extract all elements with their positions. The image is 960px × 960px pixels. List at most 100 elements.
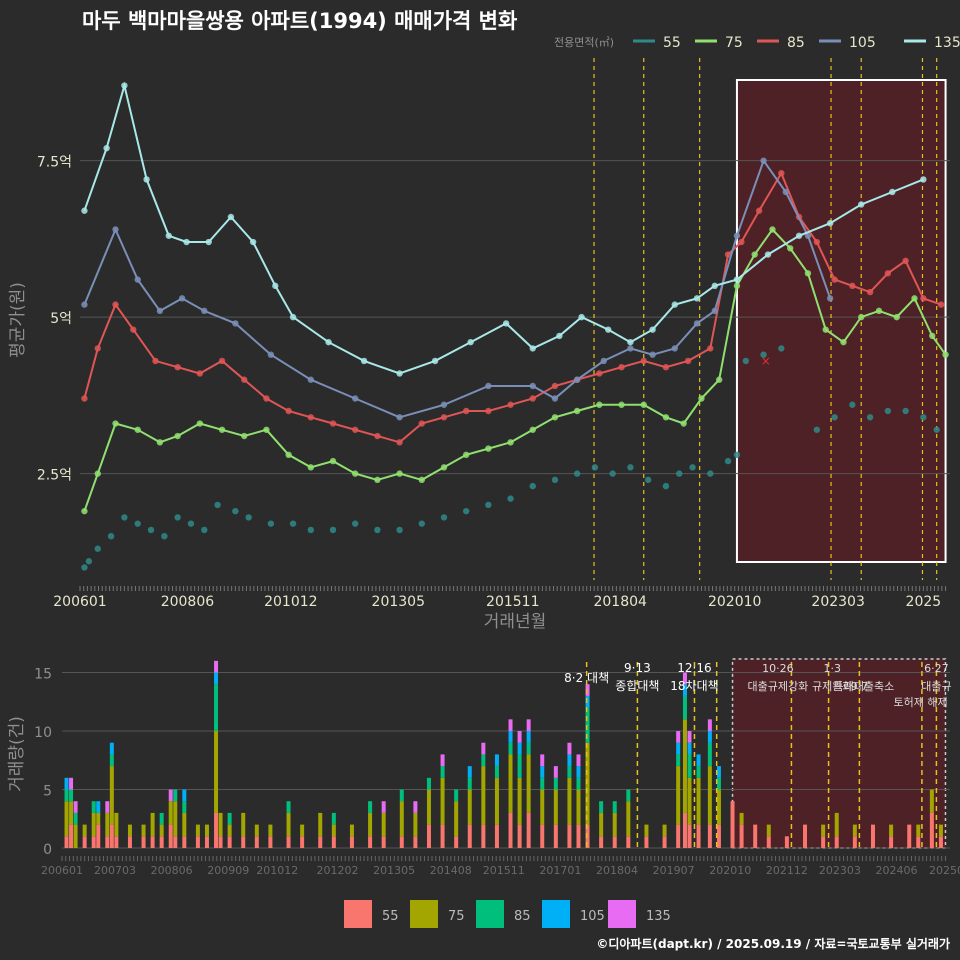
price-point-55: [396, 526, 403, 534]
legend-label-135: 135: [934, 35, 960, 51]
volume-bar-85: [399, 789, 404, 802]
x-tick-label: 2025: [906, 594, 942, 610]
volume-bar-75: [494, 777, 499, 825]
x-tick-label: 202509: [929, 864, 960, 877]
legend-title: 전용면적(㎡): [554, 36, 614, 49]
policy-annotation-date: 10·26: [762, 662, 794, 675]
volume-bar-85: [576, 777, 581, 790]
x-tick-label: 202303: [819, 864, 861, 877]
price-point-55: [485, 501, 492, 509]
volume-bar-75: [413, 812, 418, 837]
volume-panel: 0 5 10 15 200601 200703 200806 200909 201012 2012…: [7, 658, 960, 877]
price-point-55: [267, 520, 275, 527]
volume-bar-75: [599, 812, 604, 837]
volume-bar-75: [399, 801, 404, 837]
volume-bar-105: [517, 742, 522, 755]
volume-bar-85: [716, 777, 721, 790]
volume-bar-75: [526, 754, 531, 813]
price-point-55: [707, 470, 714, 477]
volume-bar-55: [834, 836, 839, 848]
x-tick-label: 201511: [486, 594, 539, 610]
x-tick-label: 201511: [483, 864, 525, 877]
volume-bar-55: [599, 836, 604, 848]
x-tick-label: 200601: [41, 864, 83, 877]
volume-bar-75: [268, 824, 273, 837]
volume-bar-85: [368, 801, 373, 813]
volume-bar-55: [64, 836, 69, 848]
legend-label-75: 75: [725, 35, 743, 51]
highlight-period-box: [735, 79, 947, 563]
volume-bar-85: [696, 766, 701, 778]
volume-bar-55: [696, 824, 701, 848]
legend-swatch-75: [410, 900, 438, 928]
volume-bar-135: [576, 754, 581, 767]
volume-bar-105: [707, 731, 712, 743]
volume-bar-55: [69, 824, 74, 848]
price-point-55: [134, 520, 141, 527]
volume-bar-55: [938, 836, 943, 848]
policy-annotation-text: 대출규제강화: [747, 680, 808, 693]
volume-bar-85: [567, 766, 572, 778]
price-point-55: [174, 514, 181, 521]
y-tick-label: 7.5억: [37, 155, 72, 171]
volume-bar-55: [567, 824, 572, 848]
volume-bar-85: [173, 789, 178, 802]
price-point-55: [289, 520, 297, 527]
volume-bar-75: [612, 812, 617, 837]
volume-bar-75: [626, 801, 631, 837]
x-tick-label: 202010: [708, 594, 761, 610]
volume-bar-75: [585, 742, 590, 825]
volume-bar-75: [553, 789, 558, 825]
price-point-55: [733, 451, 741, 459]
price-point-55: [849, 401, 856, 408]
x-tick-label: 201305: [373, 864, 415, 877]
volume-bar-75: [481, 766, 486, 825]
volume-bar-105: [109, 742, 114, 755]
volume-bar-105: [526, 731, 531, 743]
volume-bar-135: [481, 742, 486, 755]
volume-bar-85: [481, 754, 486, 767]
volume-bar-55: [508, 812, 513, 848]
volume-bar-55: [440, 824, 445, 848]
volume-bar-75: [168, 801, 173, 825]
volume-bar-85: [64, 789, 69, 802]
volume-bar-55: [454, 836, 459, 848]
volume-bar-55: [753, 824, 758, 848]
volume-bar-75: [227, 824, 232, 837]
x-tick-label: 200806: [151, 864, 193, 877]
volume-bar-135: [508, 719, 513, 732]
policy-annotation-text: 규제완화: [812, 680, 852, 693]
volume-bar-85: [508, 742, 513, 755]
volume-bar-135: [707, 719, 712, 732]
volume-bar-85: [426, 777, 431, 790]
volume-bar-55: [870, 824, 875, 848]
price-point-55: [161, 532, 168, 540]
price-point-55: [440, 514, 448, 521]
volume-bar-135: [168, 789, 173, 802]
volume-bar-85: [69, 789, 74, 802]
volume-bar-55: [784, 836, 789, 848]
volume-bar-85: [159, 812, 164, 825]
policy-annotation-text: 대출규: [921, 680, 951, 693]
volume-bar-105: [585, 695, 590, 708]
volume-bar-75: [716, 789, 721, 825]
volume-bar-75: [687, 777, 692, 825]
volume-bar-55: [426, 824, 431, 848]
volume-bar-75: [91, 812, 96, 837]
volume-bar-55: [141, 836, 146, 848]
volume-bar-135: [517, 731, 522, 743]
volume-bar-75: [834, 812, 839, 837]
volume-bar-55: [349, 836, 354, 848]
price-point-55: [507, 495, 514, 502]
volume-bar-85: [440, 766, 445, 778]
price-point-55: [245, 514, 252, 521]
x-tick-label: 201804: [596, 864, 638, 877]
volume-bar-55: [286, 836, 291, 848]
volume-bar-135: [540, 754, 545, 767]
volume-bar-75: [517, 777, 522, 825]
price-point-55: [724, 457, 732, 465]
volume-bar-75: [381, 812, 386, 837]
legend-swatch-105: [542, 900, 570, 928]
volume-bar-55: [300, 836, 305, 848]
x-tick-label: 201202: [316, 864, 358, 877]
